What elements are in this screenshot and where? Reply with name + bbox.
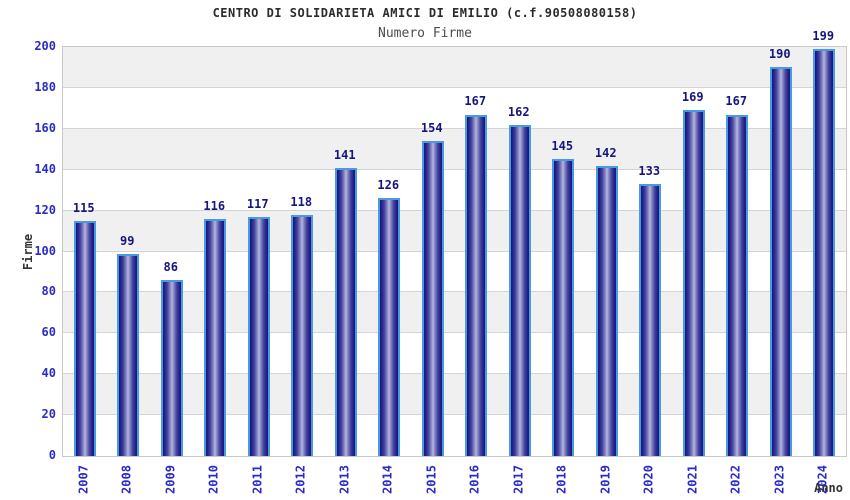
y-tick-label: 80 [41,284,56,299]
bar-value-label: 115 [72,200,95,215]
y-tick-label: 20 [41,407,56,422]
chart-title: CENTRO DI SOLIDARIETA AMICI DI EMILIO (c… [212,6,638,20]
bar-2009 [160,280,183,456]
y-tick-label: 0 [48,448,56,462]
gridline [63,127,846,129]
bar-value-label: 86 [163,260,178,275]
x-tick-label: 2015 [424,465,439,494]
bar-2011 [247,216,270,456]
y-tick-label: 140 [34,161,56,176]
gridline [63,414,846,416]
gridline [63,209,846,211]
gridline [63,291,846,293]
bar-2016 [465,114,488,456]
plot-area [62,46,847,457]
x-tick-label: 2017 [511,465,526,494]
bar-value-label: 167 [725,94,748,109]
bar-2021 [682,110,705,456]
gridline [63,168,846,170]
bar-2012 [291,214,314,456]
x-tick-label: 2016 [467,465,482,494]
y-tick-label: 60 [41,325,56,340]
bar-value-label: 116 [203,198,226,213]
x-tick-label: 2013 [337,465,352,494]
bar-value-label: 133 [638,164,661,178]
y-tick-label: 120 [34,202,56,217]
bar-value-label: 162 [507,104,530,119]
bar-value-label: 199 [812,29,835,44]
bar-2010 [204,218,227,456]
bar-2013 [334,167,357,456]
chart-subtitle: Numero Firme [378,26,472,41]
y-axis-title: Firme [21,233,35,271]
bar-2014 [378,198,401,456]
plot-band [63,128,846,170]
x-tick-label: 2012 [293,465,308,494]
bar-value-label: 99 [120,233,135,248]
x-tick-label: 2011 [250,465,265,494]
bar-value-label: 117 [246,196,269,211]
bar-2008 [117,253,140,456]
x-tick-label: 2010 [206,465,221,494]
bar-value-label: 126 [377,178,400,193]
plot-band [63,292,846,334]
x-tick-label: 2007 [76,465,91,494]
bar-2018 [552,159,575,456]
y-tick-label: 100 [34,243,56,258]
bar-value-label: 190 [768,47,791,62]
gridline [63,332,846,334]
gridline [63,86,846,88]
bar-2019 [595,165,618,456]
bar-2015 [421,141,444,456]
x-tick-label: 2018 [554,465,569,494]
bar-value-label: 142 [594,145,617,160]
bar-2024 [813,49,836,456]
bar-value-label: 167 [464,94,487,109]
y-tick-label: 200 [34,39,56,53]
x-tick-label: 2008 [119,465,134,494]
y-tick-label: 40 [41,366,56,381]
plot-band [63,210,846,252]
y-tick-label: 180 [34,79,56,94]
bar-value-label: 169 [681,90,704,105]
bar-2007 [73,220,96,456]
bar-2020 [639,184,662,456]
x-tick-label: 2019 [598,465,613,494]
bar-value-label: 118 [290,194,313,209]
y-tick-label: 160 [34,120,56,135]
bar-2022 [726,114,749,456]
plot-band [63,47,846,88]
x-axis-title: Anno [814,481,843,495]
x-tick-label: 2021 [685,465,700,494]
x-tick-label: 2014 [380,465,395,494]
gridline [63,250,846,252]
bar-value-label: 141 [333,147,356,162]
bar-2017 [508,124,531,456]
x-tick-label: 2023 [772,465,787,494]
plot-band [63,374,846,416]
bar-value-label: 154 [420,121,443,136]
x-tick-label: 2022 [728,465,743,494]
gridline [63,373,846,375]
bar-2023 [769,67,792,456]
x-tick-label: 2020 [641,465,656,494]
bar-value-label: 145 [551,139,574,154]
x-tick-label: 2009 [163,465,178,494]
